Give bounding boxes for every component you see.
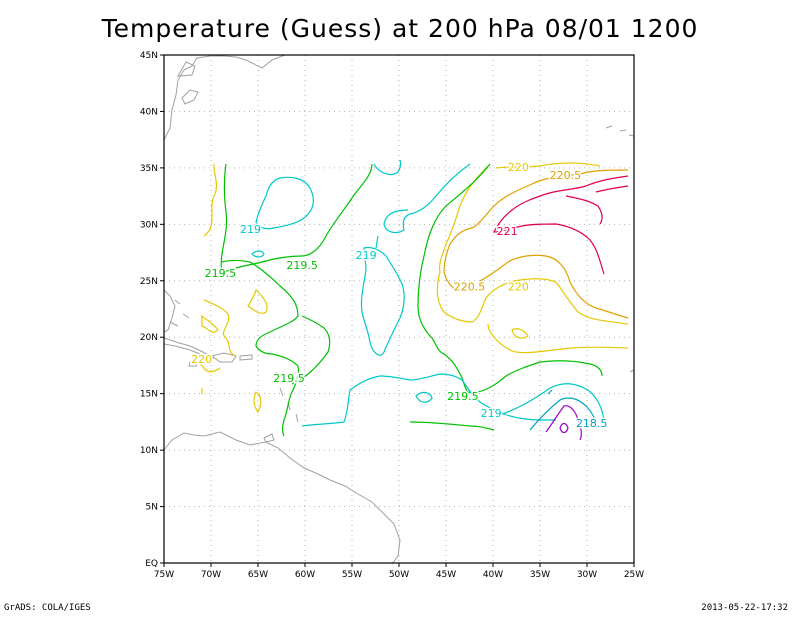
coastline-azores	[605, 125, 635, 137]
coastline-florida-gulf	[163, 289, 176, 333]
contour-219-5-west	[217, 163, 373, 437]
longitude-axis: 75W 70W 65W 60W 55W 50W 45W 40W 35W 30W 25W	[154, 563, 644, 580]
contour-219-5-east	[409, 163, 603, 431]
contour-219-northwest	[251, 176, 314, 258]
contour-218	[545, 405, 582, 441]
contour-label: 219.5	[205, 267, 237, 280]
y-tick-label: EQ	[145, 559, 158, 569]
y-tick-label: 10N	[140, 446, 158, 456]
contour-label: 220.5	[550, 169, 582, 182]
y-tick-label: 30N	[140, 220, 158, 230]
contour-label: 220	[508, 281, 529, 294]
coastlines	[163, 54, 635, 565]
contour-220-west	[197, 163, 268, 414]
coastline-trinidad	[263, 433, 275, 443]
contour-label: 221	[497, 225, 518, 238]
map-frame	[163, 54, 635, 564]
y-tick-label: 35N	[140, 164, 158, 174]
contour-219-central	[360, 159, 471, 356]
x-tick-label: 30W	[577, 570, 597, 580]
contour-lines	[197, 159, 629, 441]
contour-label: 219	[356, 249, 377, 262]
contour-220-east	[436, 162, 629, 354]
contour-label: 220	[191, 353, 212, 366]
latitude-axis: EQ 5N 10N 15N 20N 25N 30N 35N 40N 45N	[140, 51, 164, 569]
x-tick-label: 45W	[436, 570, 456, 580]
y-tick-label: 25N	[140, 277, 158, 287]
x-tick-label: 55W	[342, 570, 362, 580]
contour-label: 218.5	[576, 417, 608, 430]
coastline-hispaniola	[210, 352, 237, 363]
coastline-africa-edge	[629, 369, 635, 373]
coastline-south-america-north	[163, 431, 401, 565]
contour-221	[493, 175, 629, 275]
contour-label: 219	[481, 407, 502, 420]
coastline-newfoundland	[177, 61, 196, 77]
contour-219-south	[301, 373, 605, 427]
coastline-north-america-northeast	[163, 54, 286, 141]
x-tick-label: 60W	[295, 570, 315, 580]
y-tick-label: 20N	[140, 333, 158, 343]
y-tick-label: 15N	[140, 390, 158, 400]
x-tick-label: 40W	[483, 570, 503, 580]
contour-label: 219	[240, 223, 261, 236]
x-tick-label: 50W	[389, 570, 409, 580]
y-tick-label: 40N	[140, 107, 158, 117]
y-tick-label: 45N	[140, 51, 158, 61]
contour-220-5	[443, 169, 629, 319]
contour-218-5	[529, 389, 599, 431]
coastline-nova-scotia	[181, 89, 199, 105]
contour-label: 219.5	[447, 390, 479, 403]
coastline-lesser-antilles	[275, 371, 299, 423]
x-tick-label: 75W	[154, 570, 174, 580]
footer-timestamp: 2013-05-22-17:32	[701, 603, 788, 613]
contour-label: 219.5	[273, 372, 305, 385]
lat-lon-grid	[164, 55, 634, 563]
footer-grads-credit: GrADS: COLA/IGES	[4, 603, 91, 613]
x-tick-label: 35W	[530, 570, 550, 580]
contour-label: 220	[508, 161, 529, 174]
contour-label: 220.5	[454, 281, 486, 294]
map-title: Temperature (Guess) at 200 hPa 08/01 120…	[101, 14, 699, 43]
x-tick-label: 25W	[624, 570, 644, 580]
x-tick-label: 65W	[248, 570, 268, 580]
contour-label: 219.5	[286, 259, 318, 272]
coastline-jamaica	[188, 361, 199, 367]
x-tick-label: 70W	[201, 570, 221, 580]
coastline-puerto-rico	[239, 354, 253, 361]
coastline-bahamas	[169, 299, 190, 327]
y-tick-label: 5N	[146, 503, 158, 513]
